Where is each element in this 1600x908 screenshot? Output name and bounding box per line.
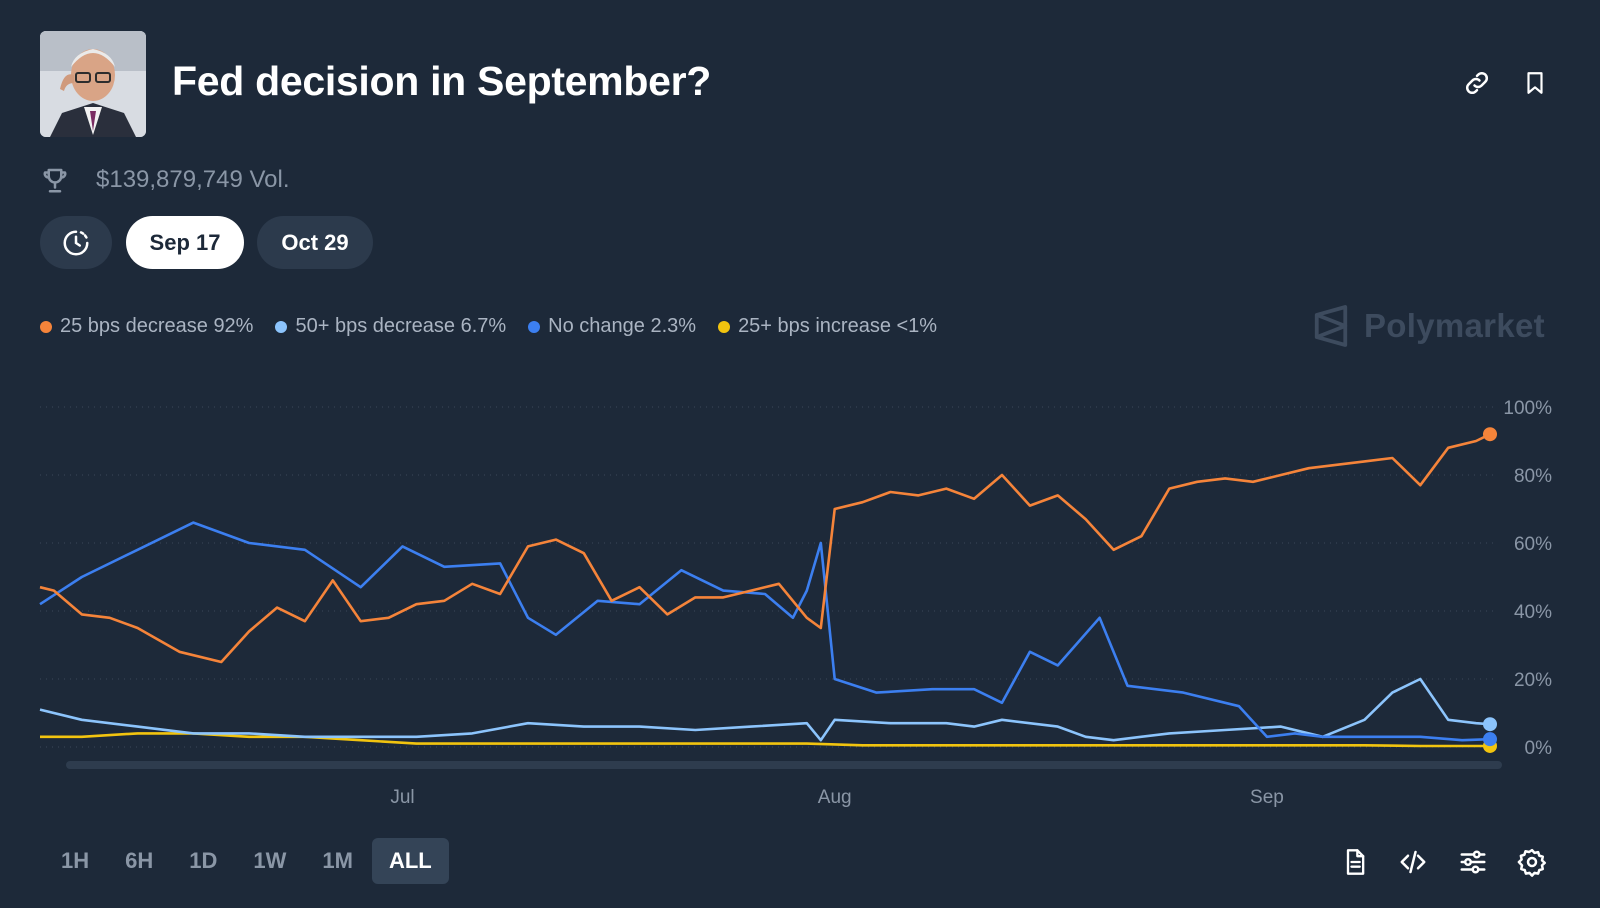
gear-icon[interactable] (1516, 846, 1548, 878)
x-tick-label: Aug (818, 787, 852, 808)
watermark-text: Polymarket (1364, 307, 1545, 344)
legend-label: 25+ bps increase <1% (738, 315, 938, 337)
legend-dot (528, 320, 541, 333)
market-title: Fed decision in September? (172, 58, 711, 104)
series-end-point (1483, 717, 1497, 732)
legend-item: 25 bps decrease 92% (40, 315, 253, 338)
legend-label: No change 2.3% (548, 315, 697, 337)
series-line (39, 677, 1491, 742)
time-range-selector: 1H 6H 1D 1W 1M ALL (44, 838, 449, 884)
y-tick-label: 20% (1514, 670, 1552, 691)
y-tick-label: 0% (1525, 738, 1553, 759)
chart-legend: 25 bps decrease 92% 50+ bps decrease 6.7… (40, 315, 937, 338)
range-all[interactable]: ALL (371, 838, 449, 884)
market-image (40, 31, 146, 137)
code-icon[interactable] (1397, 846, 1429, 878)
link-icon[interactable] (1460, 66, 1494, 100)
range-1h[interactable]: 1H (61, 848, 90, 873)
y-tick-label: 80% (1514, 466, 1552, 487)
legend-dot (718, 320, 731, 333)
series-line (39, 433, 1491, 664)
document-icon[interactable] (1339, 846, 1371, 878)
price-chart[interactable]: 100% 80% 60% 40% 20% 0% Jul Aug Sep (0, 385, 1600, 815)
legend-item: No change 2.3% (528, 315, 696, 338)
history-button[interactable] (40, 216, 112, 269)
x-tick-label: Sep (1250, 787, 1284, 808)
series-line (39, 521, 1491, 742)
series-end-point (1483, 732, 1497, 747)
series-end-point (1483, 427, 1497, 442)
polymarket-logo-icon (1314, 305, 1348, 347)
legend-label: 25 bps decrease 92% (60, 315, 254, 337)
series-line (40, 732, 1490, 748)
history-icon (61, 228, 91, 258)
legend-label: 50+ bps decrease 6.7% (295, 315, 507, 337)
legend-dot (40, 320, 52, 333)
range-6h[interactable]: 6H (125, 848, 154, 873)
legend-item: 50+ bps decrease 6.7% (275, 315, 506, 338)
polymarket-watermark: Polymarket (1312, 305, 1545, 347)
y-tick-label: 60% (1514, 534, 1552, 555)
date-tab-sep-17[interactable]: Sep 17 (126, 216, 244, 269)
y-tick-label: 40% (1514, 602, 1552, 623)
range-1d[interactable]: 1D (189, 848, 218, 873)
trophy-icon (40, 165, 70, 195)
date-tab-oct-29[interactable]: Oct 29 (257, 216, 373, 269)
legend-dot (275, 320, 288, 333)
x-tick-label: Jul (390, 787, 414, 808)
volume-row: $139,879,749 Vol. (40, 163, 290, 197)
volume-text: $139,879,749 Vol. (96, 166, 290, 193)
legend-item: 25+ bps increase <1% (718, 315, 937, 338)
y-tick-label: 100% (1503, 398, 1552, 419)
sliders-icon[interactable] (1457, 846, 1489, 878)
range-1w[interactable]: 1W (253, 848, 287, 873)
range-1m[interactable]: 1M (322, 848, 353, 873)
bookmark-icon[interactable] (1518, 66, 1552, 100)
